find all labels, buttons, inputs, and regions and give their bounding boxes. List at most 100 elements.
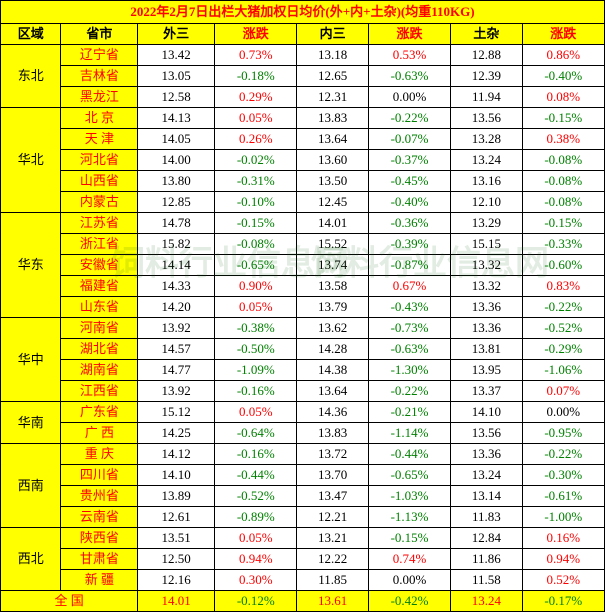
- value-cell: -0.36%: [368, 213, 450, 234]
- value-cell: 0.00%: [368, 570, 450, 591]
- value-cell: 14.01: [297, 213, 368, 234]
- value-cell: 13.47: [297, 486, 368, 507]
- value-cell: 13.60: [297, 150, 368, 171]
- value-cell: -0.22%: [368, 108, 450, 129]
- value-cell: 0.83%: [522, 276, 604, 297]
- value-cell: 0.74%: [368, 549, 450, 570]
- province-cell: 重 庆: [61, 444, 138, 465]
- value-cell: -1.06%: [522, 360, 604, 381]
- value-cell: 14.00: [138, 150, 215, 171]
- province-cell: 山西省: [61, 171, 138, 192]
- province-cell: 四川省: [61, 465, 138, 486]
- value-cell: 13.28: [451, 129, 522, 150]
- value-cell: 13.32: [451, 255, 522, 276]
- value-cell: 12.16: [138, 570, 215, 591]
- value-cell: -0.87%: [368, 255, 450, 276]
- value-cell: -0.31%: [215, 171, 297, 192]
- value-cell: -0.40%: [368, 192, 450, 213]
- value-cell: -0.61%: [522, 486, 604, 507]
- table-row: 山东省14.200.05%13.79-0.43%13.36-0.22%: [1, 297, 605, 318]
- value-cell: 14.13: [138, 108, 215, 129]
- value-cell: 0.52%: [522, 570, 604, 591]
- value-cell: 13.64: [297, 381, 368, 402]
- table-row: 华中河南省13.92-0.38%13.62-0.73%13.36-0.52%: [1, 318, 605, 339]
- province-cell: 内蒙古: [61, 192, 138, 213]
- value-cell: -0.22%: [368, 381, 450, 402]
- value-cell: -0.08%: [522, 192, 604, 213]
- value-cell: -0.60%: [522, 255, 604, 276]
- province-cell: 湖南省: [61, 360, 138, 381]
- value-cell: -1.30%: [368, 360, 450, 381]
- value-cell: 12.88: [451, 45, 522, 66]
- table-row: 贵州省13.89-0.52%13.47-1.03%13.14-0.61%: [1, 486, 605, 507]
- value-cell: -0.08%: [215, 234, 297, 255]
- value-cell: 13.16: [451, 171, 522, 192]
- province-cell: 黑龙江: [61, 87, 138, 108]
- value-cell: 14.36: [297, 402, 368, 423]
- value-cell: -0.10%: [215, 192, 297, 213]
- value-cell: -0.95%: [522, 423, 604, 444]
- value-cell: 15.52: [297, 234, 368, 255]
- province-cell: 天 津: [61, 129, 138, 150]
- value-cell: -0.63%: [368, 66, 450, 87]
- value-cell: 0.38%: [522, 129, 604, 150]
- value-cell: 13.74: [297, 255, 368, 276]
- value-cell: 13.32: [451, 276, 522, 297]
- value-cell: -1.13%: [368, 507, 450, 528]
- region-cell: 华北: [1, 108, 61, 213]
- value-cell: 14.38: [297, 360, 368, 381]
- value-cell: 11.58: [451, 570, 522, 591]
- province-cell: 贵州省: [61, 486, 138, 507]
- province-cell: 辽宁省: [61, 45, 138, 66]
- value-cell: 13.50: [297, 171, 368, 192]
- value-cell: -1.00%: [522, 507, 604, 528]
- value-cell: 11.85: [297, 570, 368, 591]
- value-cell: -0.44%: [215, 465, 297, 486]
- table-row: 东北辽宁省13.420.73%13.180.53%12.880.86%: [1, 45, 605, 66]
- value-cell: 0.94%: [522, 549, 604, 570]
- value-cell: 12.58: [138, 87, 215, 108]
- region-cell: 西南: [1, 444, 61, 528]
- table-row: 山西省13.80-0.31%13.50-0.45%13.16-0.08%: [1, 171, 605, 192]
- value-cell: -0.15%: [522, 108, 604, 129]
- value-cell: 13.83: [297, 108, 368, 129]
- table-row: 吉林省13.05-0.18%12.65-0.63%12.39-0.40%: [1, 66, 605, 87]
- value-cell: -0.39%: [368, 234, 450, 255]
- value-cell: 11.86: [451, 549, 522, 570]
- value-cell: -0.02%: [215, 150, 297, 171]
- value-cell: 14.28: [297, 339, 368, 360]
- col-header: 省市: [61, 24, 138, 45]
- value-cell: 13.36: [451, 297, 522, 318]
- table-row: 西南重 庆14.12-0.16%13.72-0.44%13.36-0.22%: [1, 444, 605, 465]
- value-cell: -0.38%: [215, 318, 297, 339]
- value-cell: -0.15%: [368, 528, 450, 549]
- value-cell: 0.90%: [215, 276, 297, 297]
- value-cell: 12.84: [451, 528, 522, 549]
- table-row: 甘肃省12.500.94%12.220.74%11.860.94%: [1, 549, 605, 570]
- value-cell: 13.81: [451, 339, 522, 360]
- value-cell: -0.29%: [522, 339, 604, 360]
- value-cell: 14.10: [138, 465, 215, 486]
- value-cell: 14.14: [138, 255, 215, 276]
- value-cell: -0.65%: [368, 465, 450, 486]
- value-cell: 0.30%: [215, 570, 297, 591]
- province-cell: 陕西省: [61, 528, 138, 549]
- value-cell: -1.09%: [215, 360, 297, 381]
- province-cell: 湖北省: [61, 339, 138, 360]
- value-cell: 13.37: [451, 381, 522, 402]
- value-cell: 12.31: [297, 87, 368, 108]
- value-cell: 13.29: [451, 213, 522, 234]
- value-cell: 13.83: [297, 423, 368, 444]
- value-cell: 0.07%: [522, 381, 604, 402]
- value-cell: 14.77: [138, 360, 215, 381]
- value-cell: 13.64: [297, 129, 368, 150]
- value-cell: 14.33: [138, 276, 215, 297]
- value-cell: 13.05: [138, 66, 215, 87]
- table-row: 华南广东省15.120.05%14.36-0.21%14.100.00%: [1, 402, 605, 423]
- value-cell: 0.05%: [215, 297, 297, 318]
- value-cell: -0.16%: [215, 381, 297, 402]
- value-cell: 15.12: [138, 402, 215, 423]
- value-cell: 13.14: [451, 486, 522, 507]
- table-row: 湖北省14.57-0.50%14.28-0.63%13.81-0.29%: [1, 339, 605, 360]
- value-cell: 13.24: [451, 465, 522, 486]
